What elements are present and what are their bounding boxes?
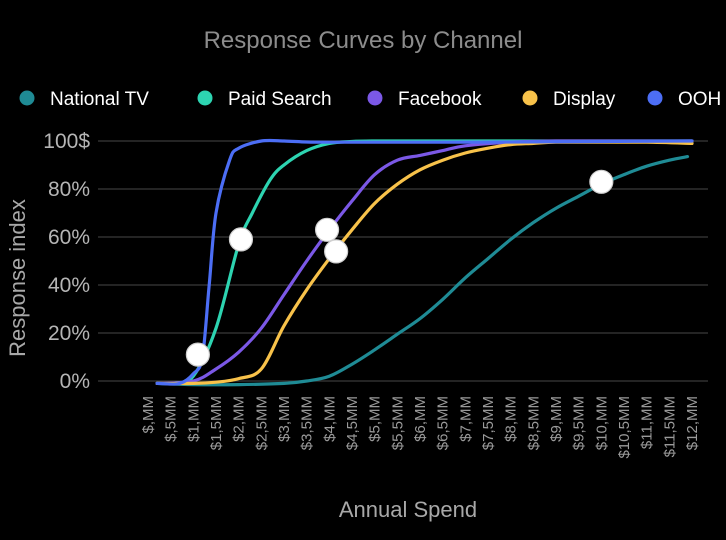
x-tick-label: $7,5MM	[480, 396, 497, 450]
legend-swatch	[197, 90, 213, 106]
x-tick-label: $10,MM	[593, 396, 610, 450]
legend-swatch	[367, 90, 383, 106]
legend-item-ooh[interactable]: OOH	[647, 89, 722, 110]
y-tick-label: 20%	[48, 322, 90, 345]
x-tick-label: $3,5MM	[299, 396, 316, 450]
y-tick-label: 0%	[60, 370, 90, 393]
legend-label: Facebook	[398, 89, 482, 110]
legend-item-facebook[interactable]: Facebook	[367, 89, 482, 110]
marker-paid-search	[228, 227, 254, 252]
x-tick-label: $8,MM	[503, 396, 520, 442]
marker-facebook	[314, 217, 340, 242]
x-tick-label: $12,MM	[684, 396, 701, 450]
series-markers	[185, 169, 614, 367]
y-tick-label: 80%	[48, 178, 90, 201]
legend-swatch	[522, 90, 538, 106]
x-tick-label: $4,MM	[321, 396, 338, 442]
legend-swatch	[647, 90, 663, 106]
x-tick-label: $9,5MM	[571, 396, 588, 450]
x-tick-label: $6,MM	[412, 396, 429, 442]
x-tick-label: $1,5MM	[208, 396, 225, 450]
x-tick-label: $9,MM	[548, 396, 565, 442]
x-axis-ticks: $,MM $,5MM $1,MM $1,5MM $2,MM $2,5MM $3,MM $3,5…	[140, 396, 701, 459]
marker-display	[324, 239, 349, 264]
x-tick-label: $8,5MM	[525, 396, 542, 450]
x-tick-label: $6,5MM	[435, 396, 452, 450]
y-tick-label: 40%	[48, 274, 90, 297]
y-axis-title: Response index	[5, 199, 30, 357]
x-tick-label: $2,5MM	[253, 396, 270, 450]
x-tick-label: $11,MM	[639, 396, 656, 449]
legend-label: OOH	[678, 89, 721, 110]
legend-item-display[interactable]: Display	[522, 89, 616, 110]
legend-item-national-tv[interactable]: National TV	[19, 89, 150, 110]
x-axis-title: Annual Spend	[339, 497, 477, 522]
x-tick-label: $3,MM	[276, 396, 293, 442]
y-tick-label: 100$	[43, 130, 90, 153]
x-tick-label: $7,MM	[457, 396, 474, 442]
chart-title: Response Curves by Channel	[204, 27, 523, 54]
marker-ooh	[185, 342, 210, 367]
legend[interactable]: National TV Paid Search Facebook Display OOH	[19, 89, 722, 110]
legend-swatch	[19, 90, 35, 106]
legend-label: National TV	[50, 89, 149, 110]
x-tick-label: $,MM	[140, 396, 157, 434]
x-tick-label: $5,MM	[367, 396, 384, 442]
legend-label: Paid Search	[228, 89, 332, 110]
x-tick-label: $1,MM	[185, 396, 202, 442]
x-tick-label: $,5MM	[163, 396, 180, 442]
x-tick-label: $11,5MM	[661, 396, 678, 457]
legend-item-paid-search[interactable]: Paid Search	[197, 89, 332, 110]
x-tick-label: $10,5MM	[616, 396, 633, 459]
y-tick-label: 60%	[48, 226, 90, 249]
marker-national-tv	[589, 169, 614, 194]
legend-label: Display	[553, 89, 616, 110]
y-axis-ticks: 0% 20% 40% 60% 80% 100$	[43, 130, 90, 393]
x-tick-label: $5,5MM	[389, 396, 406, 450]
x-tick-label: $2,MM	[231, 396, 248, 442]
x-tick-label: $4,5MM	[344, 396, 361, 450]
